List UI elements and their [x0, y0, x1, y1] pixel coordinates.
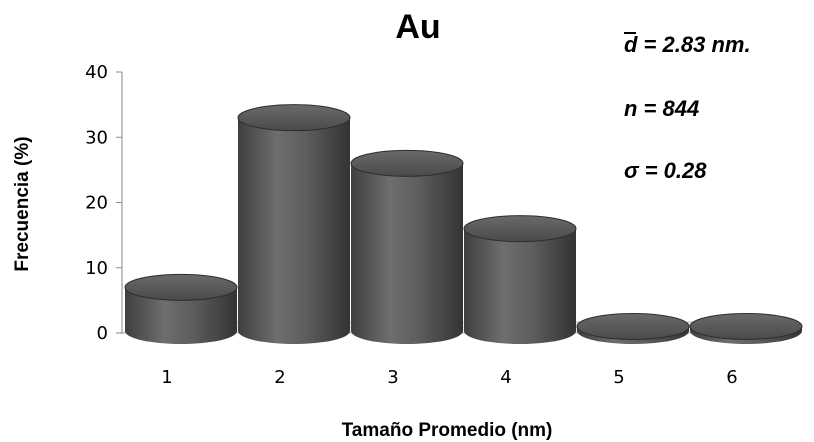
bar-5: [576, 312, 690, 344]
bar-top: [463, 215, 577, 243]
annotation-mean: d = 2.83 nm.: [624, 32, 751, 57]
y-axis-label: Frecuencia (%): [12, 136, 33, 271]
bars: [124, 104, 803, 344]
annotation-sigma: σ = 0.28: [624, 158, 707, 183]
y-tick-label: 40: [85, 62, 108, 83]
y-axis-ticks: 0 10 20 30 40: [85, 62, 122, 344]
bar-top: [124, 273, 238, 301]
y-tick-label: 30: [85, 127, 108, 148]
bar-top: [350, 149, 464, 177]
bar-2: [237, 104, 351, 344]
bar-top: [689, 312, 803, 340]
bar-body: [125, 287, 237, 344]
annotation-n: n = 844: [624, 96, 699, 121]
x-tick-label: 1: [161, 367, 172, 388]
bar-body: [464, 228, 576, 344]
x-axis-ticks: 1 2 3 4 5 6: [161, 367, 737, 388]
bar-3: [350, 149, 464, 344]
x-tick-label: 2: [274, 367, 285, 388]
annotations: d = 2.83 nm. n = 844 σ = 0.28: [624, 32, 751, 183]
bar-top: [237, 104, 351, 132]
chart-title: Au: [395, 8, 440, 46]
y-tick-label: 20: [85, 193, 108, 214]
y-tick-label: 10: [85, 258, 108, 279]
bar-4: [463, 215, 577, 344]
x-tick-label: 5: [613, 367, 624, 388]
x-tick-label: 4: [500, 367, 511, 388]
x-tick-label: 6: [726, 367, 737, 388]
y-tick-label: 0: [97, 323, 108, 344]
bar-1: [124, 273, 238, 344]
x-tick-label: 3: [387, 367, 398, 388]
bar-body: [351, 163, 463, 344]
bar-body: [238, 117, 350, 344]
x-axis-label: Tamaño Promedio (nm): [342, 420, 553, 441]
bar-top: [576, 312, 690, 340]
bar-6: [689, 312, 803, 344]
